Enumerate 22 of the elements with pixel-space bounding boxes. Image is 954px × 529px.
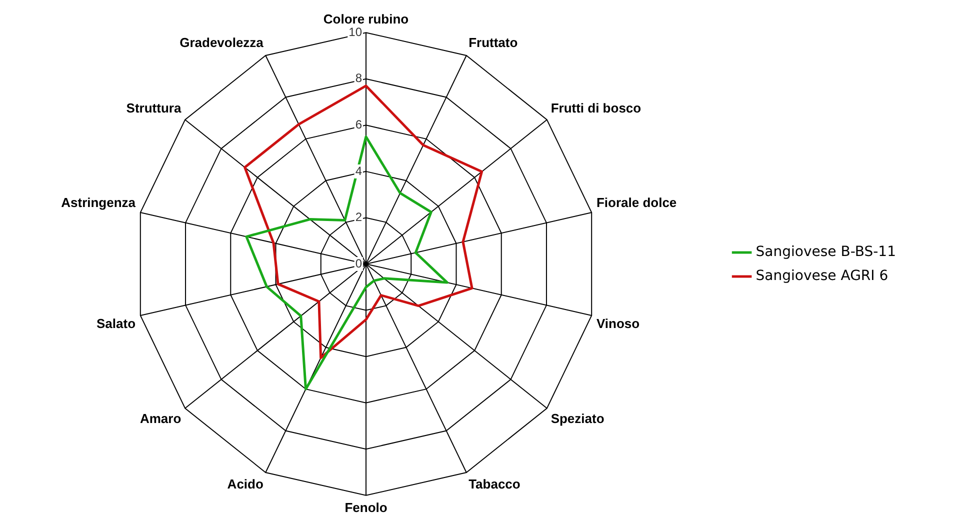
spoke-label: Acido [227, 476, 264, 492]
y-tick-label: 4 [355, 164, 362, 178]
spoke-label: Astringenza [61, 195, 136, 210]
spoke-label: Colore rubino [323, 11, 409, 26]
spoke-label: Salato [96, 316, 136, 331]
y-tick-label: 2 [355, 210, 362, 224]
spoke-label: Vinoso [596, 316, 640, 331]
legend-label: Sangiovese AGRI 6 [756, 268, 888, 284]
spoke-label: Tabacco [468, 476, 520, 492]
spoke-label: Fenolo [344, 500, 388, 515]
legend-label: Sangiovese B-BS-11 [756, 244, 896, 260]
y-tick-label: 10 [348, 24, 362, 39]
spoke-label: Amaro [140, 410, 182, 426]
y-tick-label: 0 [355, 256, 362, 270]
spoke-label: Gradevolezza [180, 34, 264, 50]
spoke-label: Fiorale dolce [596, 195, 677, 210]
y-tick-label: 6 [355, 117, 362, 132]
spoke-label: Frutti di bosco [550, 100, 642, 116]
y-tick-label: 8 [355, 71, 362, 86]
spoke-label: Fruttato [468, 34, 518, 50]
spoke-label: Struttura [126, 100, 182, 116]
spoke-label: Speziato [550, 410, 604, 426]
